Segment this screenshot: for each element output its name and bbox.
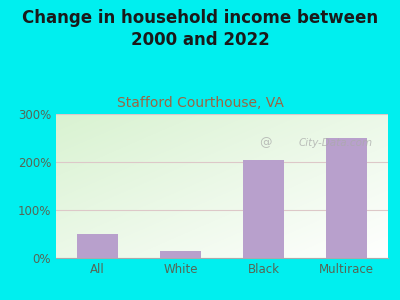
Bar bbox=[77, 234, 118, 258]
Bar bbox=[243, 160, 284, 258]
Text: Change in household income between
2000 and 2022: Change in household income between 2000 … bbox=[22, 9, 378, 49]
Bar bbox=[326, 138, 367, 258]
Text: City-Data.com: City-Data.com bbox=[298, 138, 372, 148]
Bar bbox=[160, 251, 201, 258]
Text: @: @ bbox=[259, 136, 272, 149]
Text: Stafford Courthouse, VA: Stafford Courthouse, VA bbox=[116, 96, 284, 110]
